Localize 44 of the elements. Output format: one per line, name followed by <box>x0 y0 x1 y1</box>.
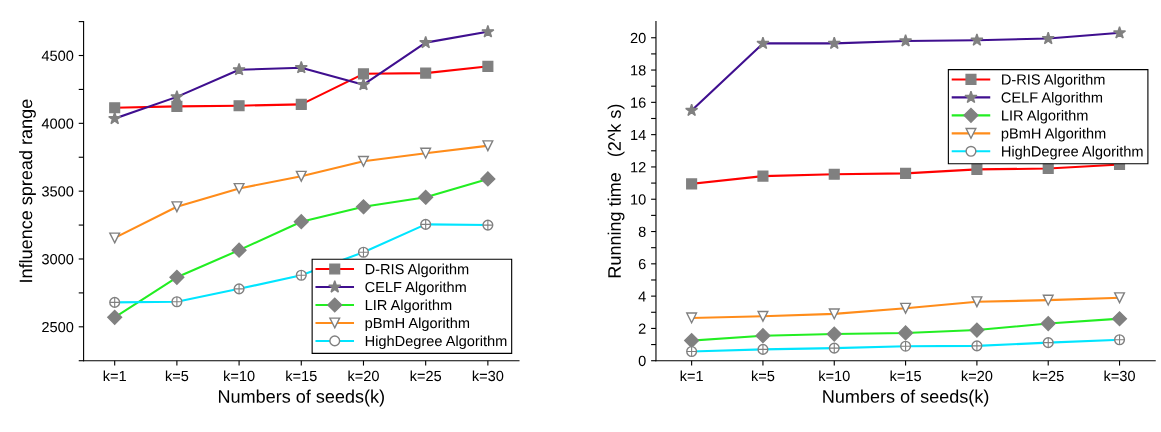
y-tick-label: 8 <box>638 226 646 237</box>
x-tick-label: k=15 <box>286 370 317 382</box>
legend-label: CELF Algorithm <box>365 281 466 296</box>
legend-label: pBmH Algorithm <box>365 317 470 332</box>
y-tick-label: 4000 <box>41 118 74 129</box>
y-tick-label: 10 <box>631 194 646 205</box>
y-tick-label: 2500 <box>42 321 74 333</box>
x-tick-label: k=30 <box>1104 370 1135 382</box>
x-tick-label: k=20 <box>961 370 993 382</box>
legend-label: LIR Algorithm <box>365 299 452 314</box>
y-tick-label: 0 <box>638 355 646 367</box>
x-axis-title: Numbers of seeds(k) <box>823 389 989 407</box>
y-axis-title: Influence spread range <box>19 99 36 282</box>
x-tick-label: k=20 <box>348 370 379 382</box>
y-tick-label: 18 <box>631 65 646 76</box>
legend-label: D-RIS Algorithm <box>365 263 469 278</box>
y-tick-label: 3000 <box>41 254 74 265</box>
x-tick-label: k=1 <box>680 370 703 382</box>
x-tick-label: k=15 <box>890 370 921 382</box>
x-tick-label: k=1 <box>103 370 126 382</box>
y-tick-label: 3500 <box>41 186 74 197</box>
x-tick-label: k=10 <box>819 370 850 382</box>
y-tick-label: 2 <box>638 323 646 334</box>
legend-label: LIR Algorithm <box>1002 109 1088 124</box>
legend-label: HighDegree Algorithm <box>1002 145 1143 160</box>
x-tick-label: k=10 <box>224 370 255 382</box>
y-tick-label: 6 <box>638 258 646 270</box>
x-axis-title: Numbers of seeds(k) <box>218 389 384 407</box>
y-tick-label: 14 <box>631 129 646 140</box>
legend-label: pBmH Algorithm <box>1001 127 1106 142</box>
x-tick-label: k=5 <box>751 370 775 382</box>
y-tick-label: 4 <box>638 291 646 302</box>
x-tick-label: k=30 <box>472 370 504 382</box>
y-tick-label: 12 <box>631 162 646 173</box>
x-tick-label: k=5 <box>165 370 189 382</box>
x-tick-label: k=25 <box>410 370 442 382</box>
y-tick-label: 16 <box>631 97 646 108</box>
x-tick-label: k=25 <box>1033 370 1064 382</box>
legend-label: D-RIS Algorithm <box>1002 73 1105 88</box>
legend-label: HighDegree Algorithm <box>365 335 507 350</box>
y-axis-title: Running time (2^k s) <box>607 104 625 278</box>
legend-label: CELF Algorithm <box>1001 91 1103 106</box>
y-tick-label: 4500 <box>41 50 74 61</box>
y-tick-label: 20 <box>630 32 646 44</box>
